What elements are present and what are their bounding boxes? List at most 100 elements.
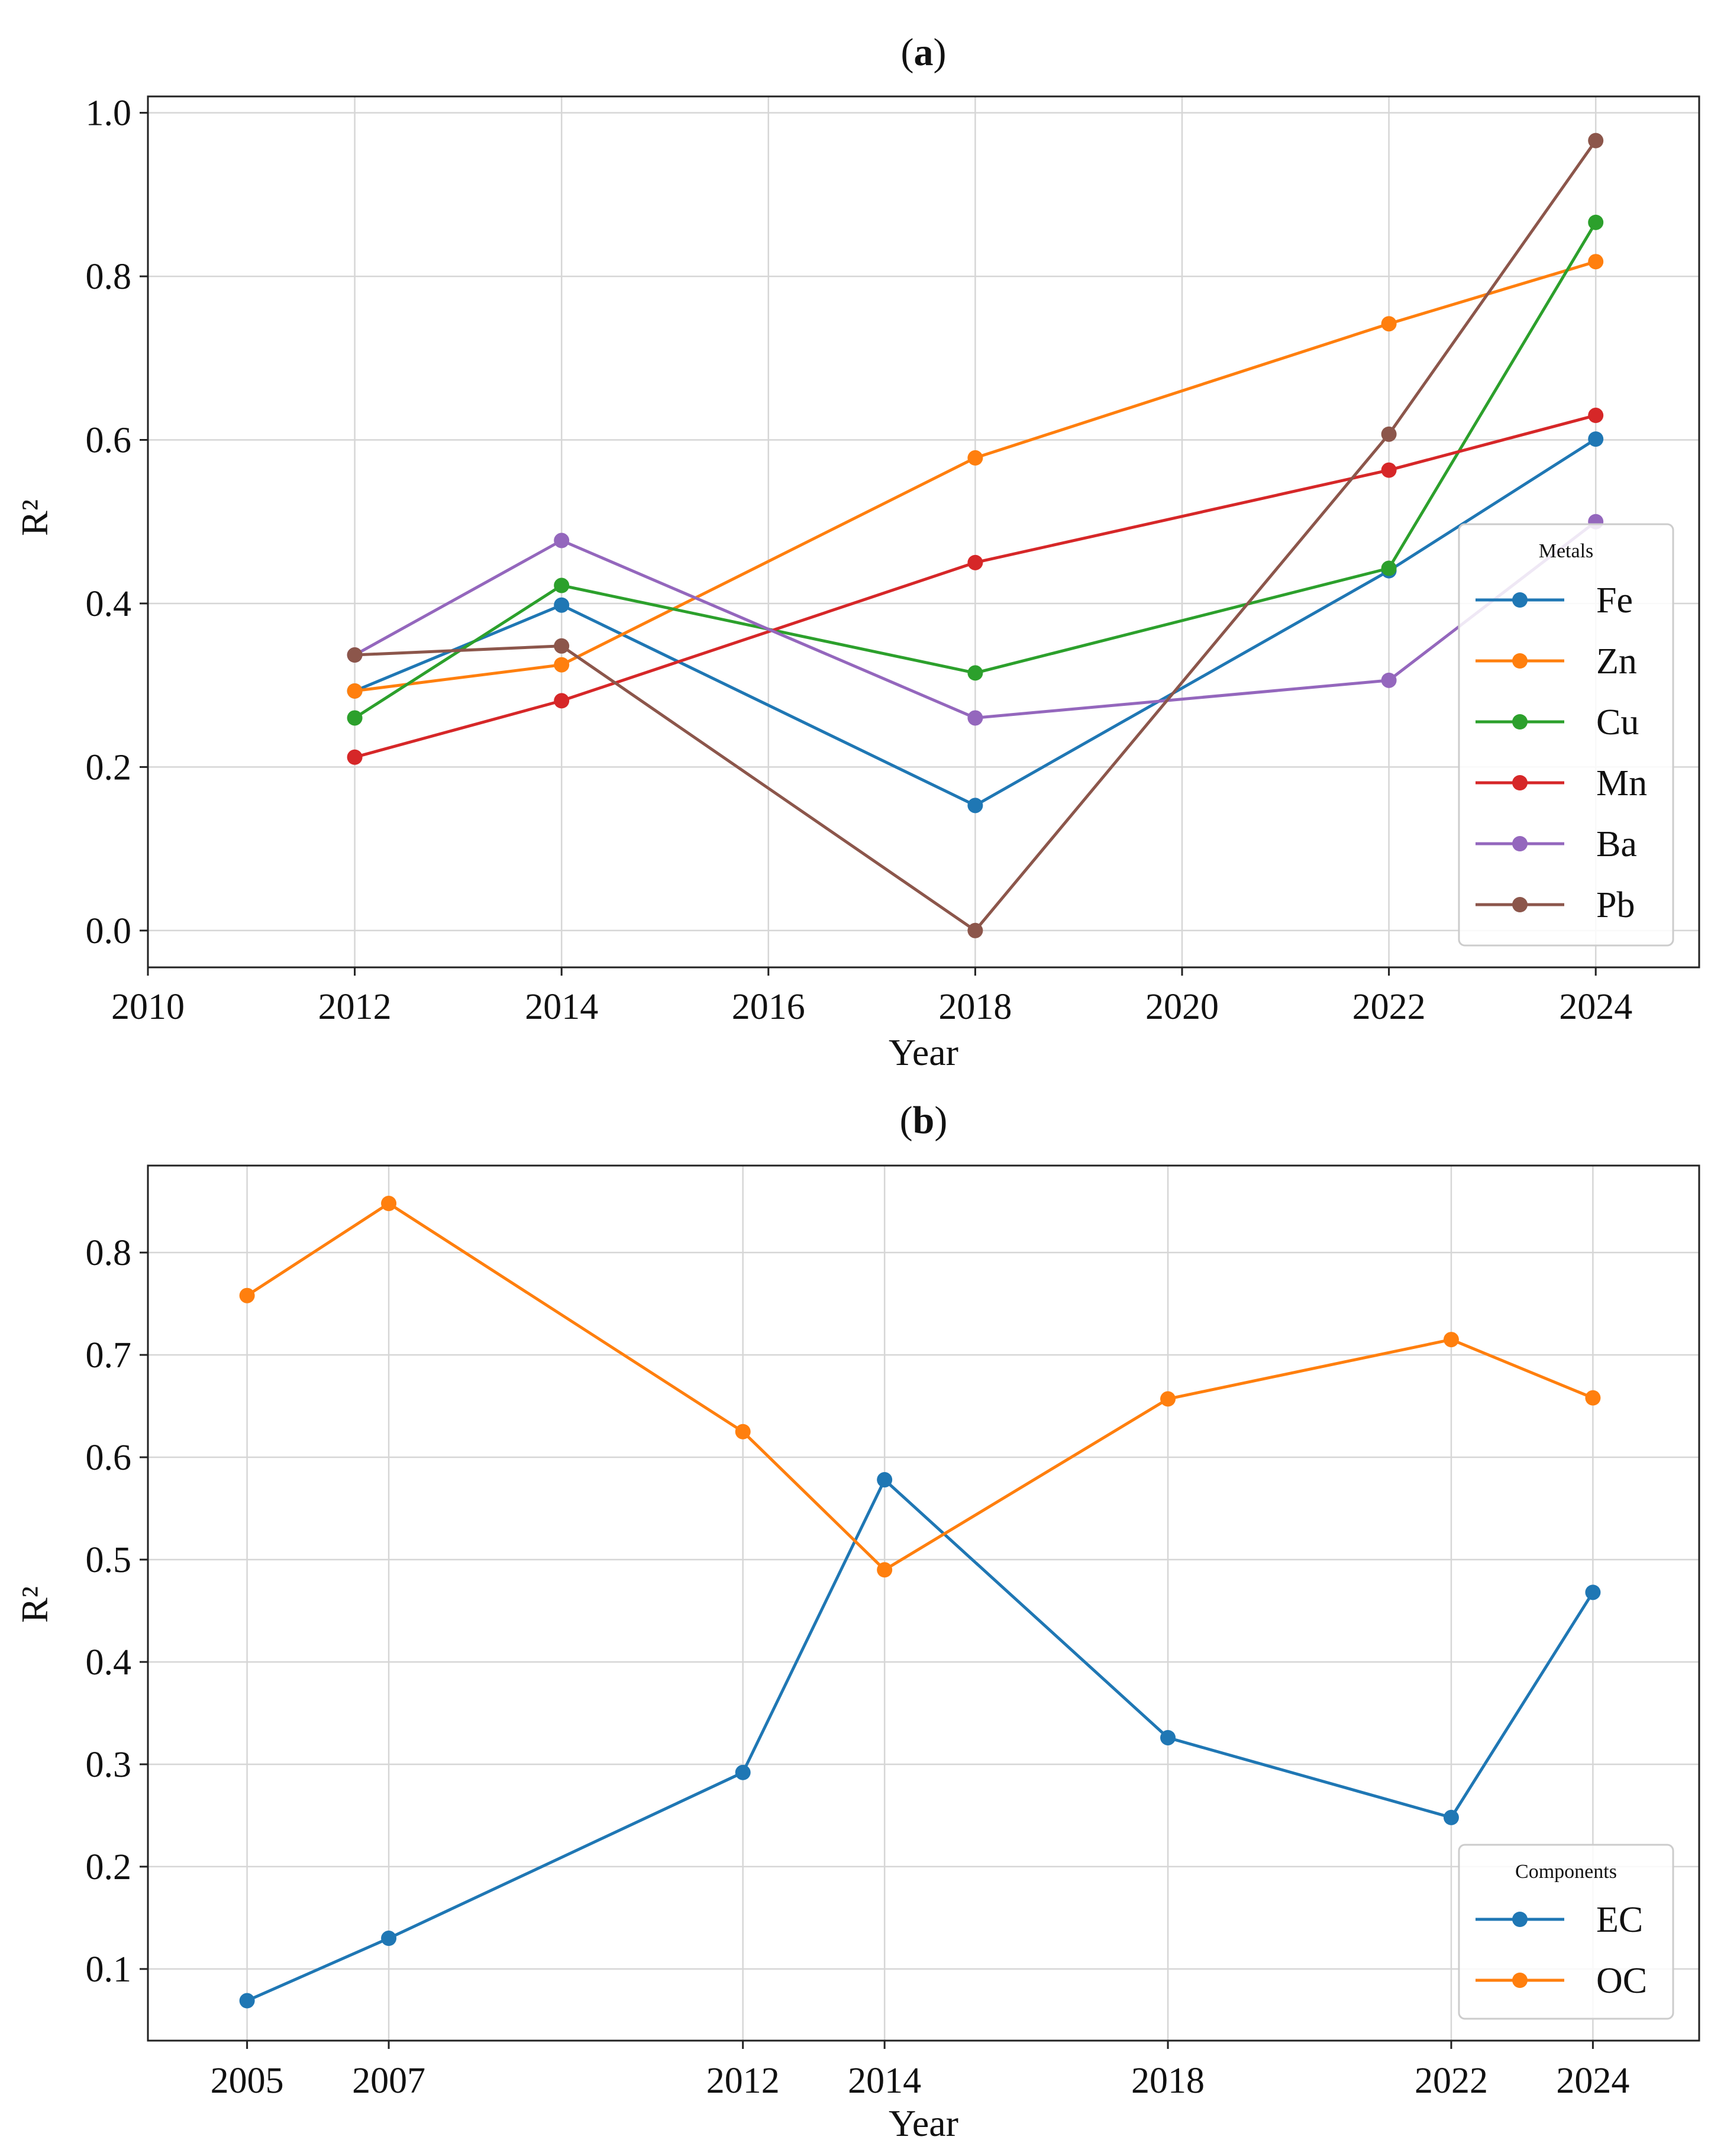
gridlines: [147, 96, 1699, 967]
legend-item-ec: EC: [1476, 1900, 1643, 1940]
legend: Components EC OC: [1458, 1844, 1674, 2020]
panel-title: (a): [901, 31, 947, 74]
legend-label: Cu: [1596, 702, 1639, 743]
data-point-oc: [1160, 1391, 1176, 1407]
y-tick-label: 0.2: [86, 1847, 132, 1887]
data-point-oc: [239, 1287, 255, 1303]
data-point-mn: [347, 749, 363, 765]
legend-item-mn: Mn: [1476, 763, 1647, 803]
axes-frame: [147, 95, 1700, 969]
data-point-fe: [1588, 431, 1604, 447]
y-tick-label: 1.0: [86, 93, 132, 134]
legend-title: Components: [1515, 1861, 1617, 1883]
x-tick-label: 2007: [352, 2061, 425, 2101]
data-point-ec: [1443, 1809, 1459, 1825]
data-point-mn: [967, 554, 983, 570]
y-tick-label: 0.6: [86, 1438, 132, 1478]
series-ec: [239, 1472, 1601, 2009]
data-point-ec: [239, 1993, 255, 2009]
data-point-ba: [967, 710, 983, 726]
data-point-zn: [1588, 254, 1604, 270]
x-tick-label: 2010: [111, 987, 185, 1027]
chart-panel-a: (a) 2010 2012 2014 2016 2018 2020 2022 2024 0.0 0.…: [14, 31, 1700, 1073]
x-tick-label: 2022: [1352, 987, 1426, 1027]
data-point-mn: [1381, 462, 1397, 478]
y-tick-label: 0.5: [86, 1540, 132, 1580]
data-point-mn: [554, 693, 570, 709]
data-point-ec: [1585, 1584, 1601, 1600]
y-tick-label: 0.1: [86, 1950, 132, 1990]
data-point-ec: [877, 1472, 893, 1488]
data-point-pb: [1381, 426, 1397, 442]
x-tick-label: 2012: [318, 987, 392, 1027]
x-tick-label: 2014: [848, 2061, 921, 2101]
data-point-pb: [1588, 133, 1604, 149]
data-point-cu: [967, 665, 983, 681]
legend-label: Ba: [1596, 824, 1637, 864]
legend-marker: [1512, 836, 1528, 851]
legend-box: [1458, 1844, 1674, 2020]
data-point-zn: [347, 683, 363, 699]
series-line-oc: [246, 1202, 1594, 1571]
axes-frame: [147, 1164, 1700, 2042]
legend-marker: [1512, 653, 1528, 669]
legend-label: Fe: [1596, 580, 1633, 621]
data-point-zn: [554, 657, 570, 673]
gridlines: [148, 1166, 1699, 2041]
legend-item-oc: OC: [1476, 1961, 1647, 2001]
data-point-cu: [1381, 560, 1397, 576]
x-tick-label: 2012: [706, 2061, 780, 2101]
legend-marker: [1512, 897, 1528, 912]
data-point-zn: [1381, 316, 1397, 332]
x-tick-label: 2005: [211, 2061, 284, 2101]
legend-marker: [1512, 775, 1528, 790]
data-point-oc: [1443, 1332, 1459, 1348]
series-zn: [347, 254, 1604, 699]
x-axis-label: Year: [889, 2102, 958, 2144]
legend-label: EC: [1596, 1900, 1643, 1940]
data-point-pb: [347, 647, 363, 663]
legend-item-zn: Zn: [1476, 641, 1637, 682]
legend-box: [1458, 523, 1674, 947]
data-point-ec: [1160, 1729, 1176, 1745]
x-tick-label: 2014: [525, 987, 598, 1027]
series-oc: [239, 1196, 1601, 1578]
y-tick-label: 0.8: [86, 1233, 132, 1273]
legend-label: Zn: [1596, 641, 1637, 682]
y-tick-label: 0.2: [86, 747, 132, 787]
data-point-ec: [735, 1764, 751, 1780]
data-point-pb: [967, 922, 983, 938]
legend-marker: [1512, 714, 1528, 730]
y-tick-label: 0.7: [86, 1335, 132, 1376]
y-tick-label: 0.6: [86, 421, 132, 461]
x-tick-label: 2016: [732, 987, 805, 1027]
y-axis-label: R²: [14, 499, 56, 536]
series-mn: [347, 408, 1604, 765]
chart-panel-b: (b) 2005 2007 2012 2014 2018 2022 2024 0.1 0.2 0.3…: [14, 1099, 1700, 2144]
data-point-cu: [1588, 214, 1604, 230]
x-tick-label: 2018: [1131, 2061, 1205, 2101]
y-tick-label: 0.3: [86, 1745, 132, 1785]
x-tick-label: 2024: [1559, 987, 1632, 1027]
legend-item-fe: Fe: [1476, 580, 1633, 621]
series-line-ec: [246, 1478, 1594, 2002]
data-point-ec: [381, 1931, 397, 1947]
legend-item-ba: Ba: [1476, 824, 1637, 864]
data-point-zn: [967, 450, 983, 466]
y-tick-label: 0.8: [86, 257, 132, 297]
y-tick-label: 0.0: [86, 911, 132, 951]
data-point-oc: [381, 1196, 397, 1212]
x-tick-label: 2018: [938, 987, 1012, 1027]
data-point-fe: [967, 798, 983, 814]
data-point-ba: [554, 532, 570, 548]
data-point-mn: [1588, 408, 1604, 424]
legend-marker: [1512, 1912, 1528, 1927]
y-tick-label: 0.4: [86, 584, 132, 624]
series-pb: [347, 133, 1604, 938]
legend-marker: [1512, 1973, 1528, 1988]
legend-item-pb: Pb: [1476, 885, 1635, 925]
data-point-cu: [554, 577, 570, 593]
legend-label: OC: [1596, 1961, 1647, 2001]
